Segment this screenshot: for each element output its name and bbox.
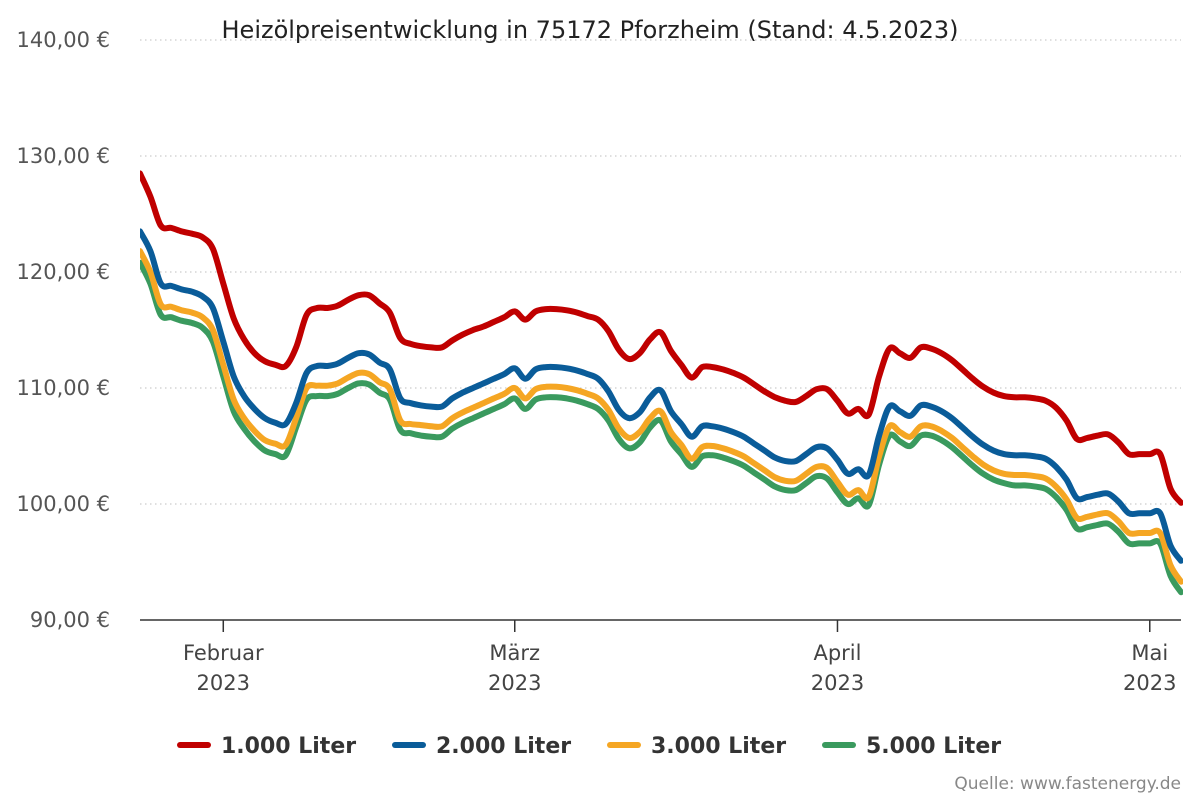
series-layer [140, 170, 1183, 596]
series-line-1-000-liter [140, 170, 1183, 506]
x-tick-label: 2023 [197, 671, 250, 695]
x-tick-label: Mai [1131, 641, 1168, 665]
series-line-3-000-liter [140, 248, 1183, 585]
series-line-2-000-liter [140, 228, 1183, 564]
legend-label: 1.000 Liter [221, 734, 356, 759]
y-axis: 140,00 € 130,00 € 120,00 € 110,00 € 100,00 €… [16, 28, 110, 632]
legend-item-3-000-liter[interactable]: 3.000 Liter [607, 734, 786, 759]
legend: 1.000 Liter 2.000 Liter 3.000 Liter 5.000 L… [177, 734, 1001, 759]
y-tick-label: 130,00 € [16, 144, 110, 168]
y-tick-label: 110,00 € [16, 376, 110, 400]
x-tick-label: 2023 [811, 671, 864, 695]
legend-item-5-000-liter[interactable]: 5.000 Liter [822, 734, 1001, 759]
x-tick-label: Februar [183, 641, 264, 665]
y-tick-label: 90,00 € [30, 608, 110, 632]
y-tick-label: 100,00 € [16, 492, 110, 516]
legend-label: 3.000 Liter [651, 734, 786, 759]
source-note: Quelle: www.fastenergy.de [954, 774, 1181, 794]
x-axis: Februar 2023 März 2023 April 2023 Mai 2023 [140, 619, 1181, 695]
legend-label: 5.000 Liter [866, 734, 1001, 759]
series-line-5-000-liter [140, 259, 1183, 596]
x-tick-label: 2023 [488, 671, 541, 695]
legend-item-1-000-liter[interactable]: 1.000 Liter [177, 734, 356, 759]
x-tick-label: März [489, 641, 540, 665]
y-tick-label: 140,00 € [16, 28, 110, 52]
y-tick-label: 120,00 € [16, 260, 110, 284]
x-tick-label: April [813, 641, 861, 665]
legend-item-2-000-liter[interactable]: 2.000 Liter [392, 734, 571, 759]
x-tick-label: 2023 [1123, 671, 1176, 695]
legend-label: 2.000 Liter [436, 734, 571, 759]
chart-title: Heizölpreisentwicklung in 75172 Pforzhei… [222, 16, 959, 44]
